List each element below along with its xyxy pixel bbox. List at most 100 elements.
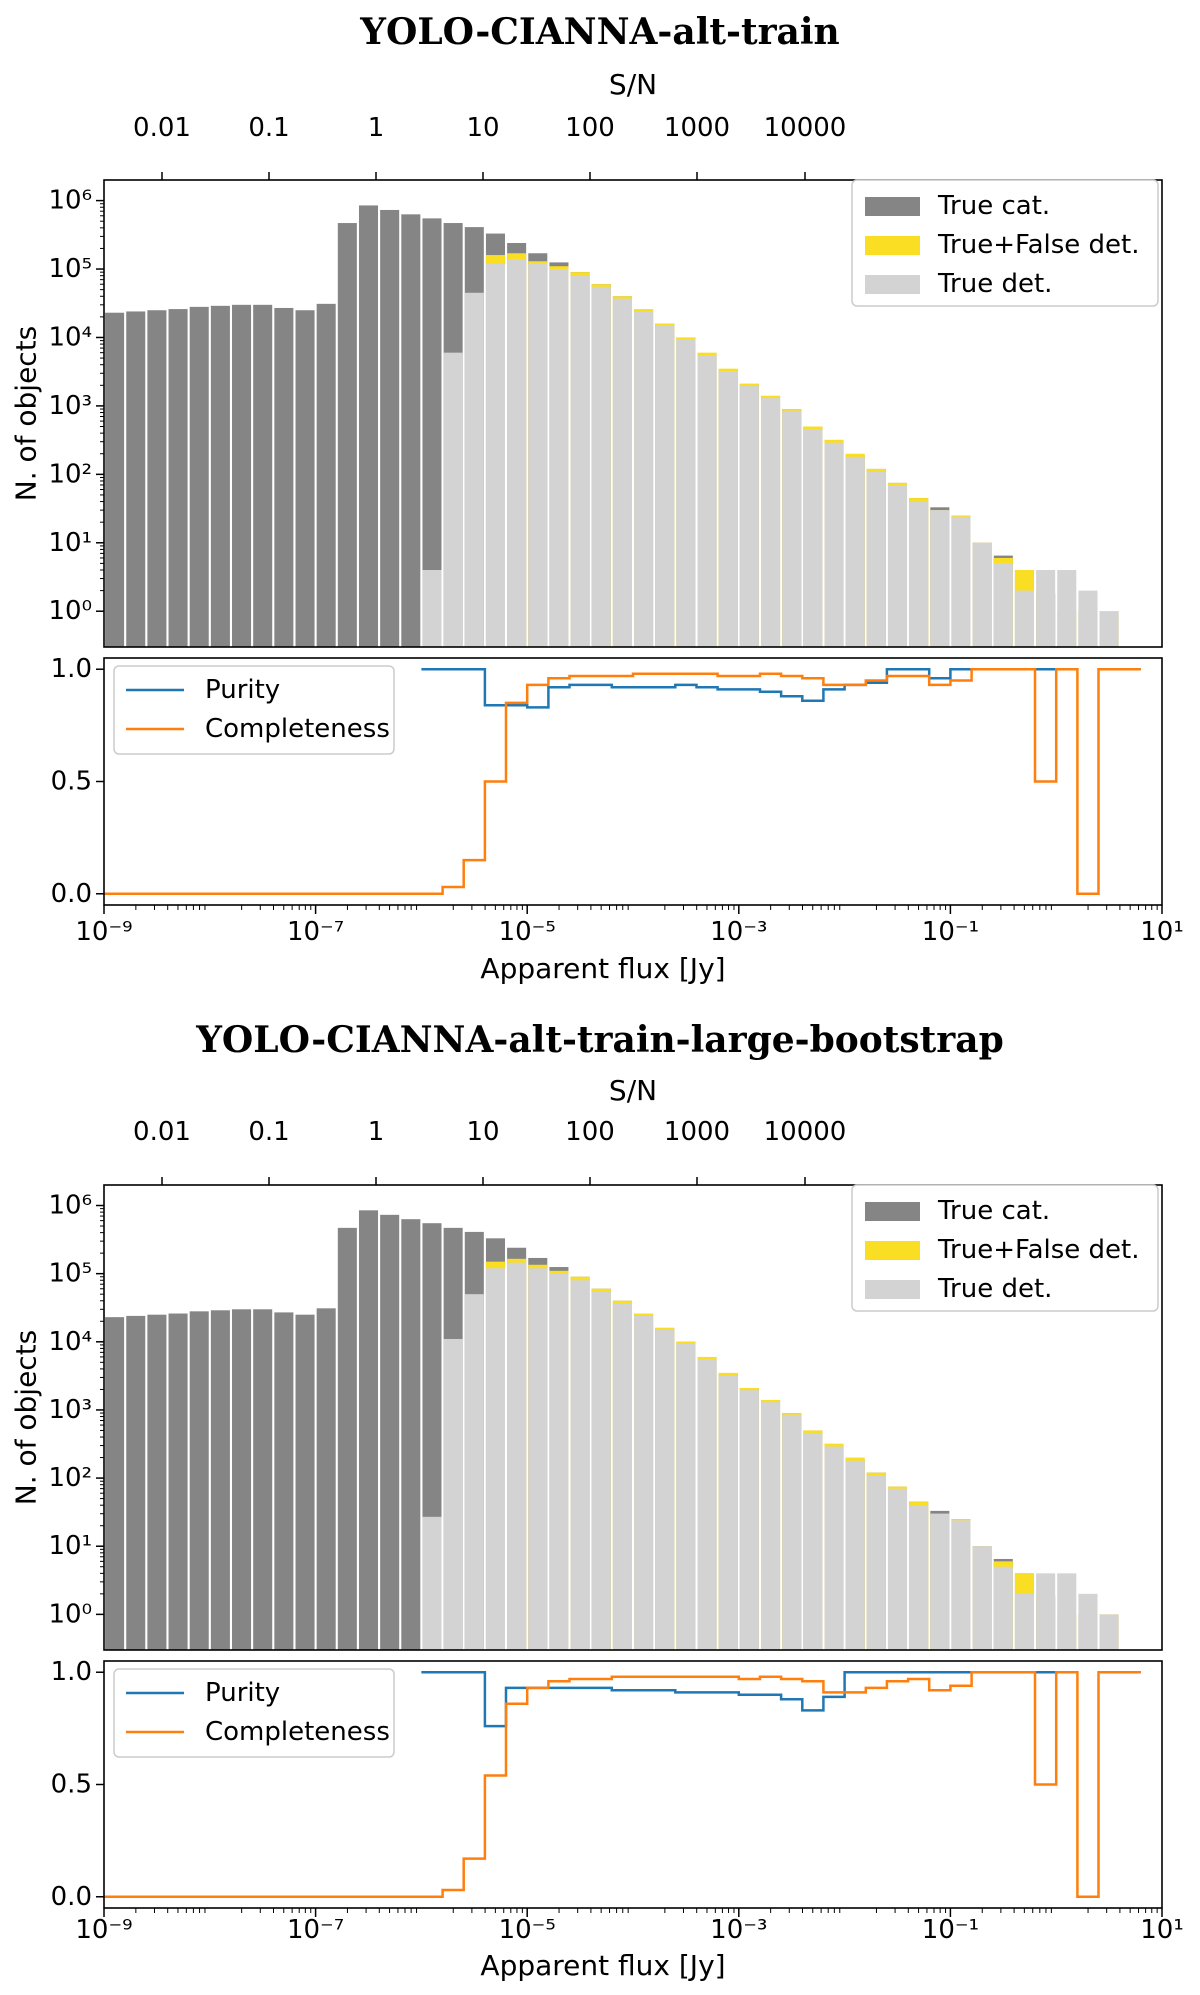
legend-label: Purity: [205, 675, 280, 705]
purity-legend: Purity Completeness: [113, 665, 395, 755]
chart-panel-1: YOLO-CIANNA-alt-train S/N 0.01 0.1 1 10 100 100…: [10, 11, 1184, 985]
bar-true-det: [866, 1475, 886, 1650]
y-tick-label: 10⁴: [48, 322, 92, 352]
bar-true-cat: [358, 205, 379, 647]
secondary-tick-label: 0.1: [248, 113, 289, 143]
bar-true-det: [972, 1546, 992, 1650]
x-tick-label: 10⁻¹: [922, 917, 979, 947]
legend-swatch: [865, 275, 920, 294]
bar-true-det: [570, 275, 590, 647]
legend-swatch: [865, 1280, 920, 1299]
bar-true-det: [697, 355, 717, 647]
bar-true-cat: [126, 1315, 146, 1650]
bar-true-det: [528, 1268, 548, 1650]
secondary-axis-label: S/N: [609, 1074, 657, 1107]
y-tick-label: 10¹: [48, 1531, 92, 1561]
bar-true-det: [443, 1338, 463, 1650]
y-axis-label: N. of objects: [10, 1330, 43, 1506]
secondary-tick-label: 10000: [764, 113, 847, 143]
bar-true-det: [1078, 1593, 1098, 1650]
bar-true-cat: [189, 306, 209, 647]
bar-true-det: [485, 1268, 505, 1650]
bar-true-det: [676, 1343, 696, 1650]
bar-true-det: [422, 570, 442, 647]
completeness-line: [104, 667, 1141, 896]
purity-y-tick-label: 0.0: [51, 1882, 92, 1912]
bar-true-det: [909, 501, 929, 647]
bar-true-det: [549, 269, 569, 647]
histogram-legend: True cat. True+False det. True det.: [851, 1184, 1159, 1312]
bar-true-det: [824, 1446, 844, 1650]
legend-box: [113, 1668, 395, 1758]
bar-true-det: [697, 1359, 717, 1650]
legend-box: [851, 1184, 1159, 1312]
legend-swatch: [865, 197, 920, 216]
y-tick-label: 10⁶: [48, 1191, 92, 1221]
bar-true-det: [634, 1315, 654, 1650]
bar-true-det: [782, 410, 802, 647]
x-tick-label: 10⁻⁵: [499, 917, 556, 947]
bar-true-det: [634, 311, 654, 647]
x-tick-label: 10⁻⁷: [287, 917, 344, 947]
bar-true-cat: [358, 1210, 379, 1650]
histogram-legend: True cat. True+False det. True det.: [851, 179, 1159, 307]
bar-true-det: [972, 542, 992, 647]
bar-true-det: [676, 338, 696, 647]
bar-true-det: [1078, 590, 1098, 647]
bar-true-det: [782, 1414, 802, 1650]
bar-true-cat: [253, 304, 273, 647]
secondary-tick-label: 1: [368, 1117, 385, 1147]
bar-true-cat: [105, 1317, 125, 1650]
legend-box: [113, 665, 395, 755]
x-tick-label: 10⁻³: [710, 917, 767, 947]
chart-title: YOLO-CIANNA-alt-train: [359, 11, 839, 53]
bar-true-cat: [274, 1312, 294, 1650]
bar-true-det: [761, 398, 781, 647]
y-tick-label: 10⁵: [48, 254, 92, 284]
bar-true-cat: [337, 223, 357, 647]
y-tick-label: 10³: [48, 1395, 92, 1425]
bar-true-det: [549, 1273, 569, 1650]
bar-true-det: [803, 428, 823, 647]
bar-true-cat: [168, 1313, 188, 1650]
secondary-tick-label: 10: [466, 113, 499, 143]
bar-true-det: [443, 352, 463, 647]
x-axis-label: Apparent flux [Jy]: [480, 952, 725, 985]
secondary-tick-label: 10: [466, 1117, 499, 1147]
bar-true-det: [824, 442, 844, 647]
bar-true-cat: [337, 1227, 357, 1650]
bar-true-cat: [147, 310, 167, 647]
bar-true-det: [718, 371, 738, 647]
bar-true-cat: [126, 311, 146, 647]
x-tick-label: 10¹: [1140, 1915, 1184, 1945]
secondary-tick-label: 100: [565, 113, 615, 143]
bar-true-cat: [105, 312, 125, 647]
bar-true-det: [612, 298, 632, 647]
secondary-tick-label: 10000: [764, 1117, 847, 1147]
x-tick-label: 10⁻⁹: [75, 1915, 132, 1945]
bar-true-det: [930, 510, 950, 647]
bar-true-det: [803, 1432, 823, 1650]
bar-true-det: [930, 1513, 950, 1650]
secondary-tick-label: 0.1: [248, 1117, 289, 1147]
purity-completeness-lines: [104, 1670, 1141, 1899]
bar-true-cat: [189, 1311, 209, 1650]
bar-true-det: [866, 471, 886, 647]
bar-true-det: [570, 1280, 590, 1650]
bar-true-det: [507, 259, 527, 647]
bar-true-cat: [316, 1308, 336, 1650]
bar-true-cat: [401, 214, 421, 647]
bar-true-cat: [210, 1310, 230, 1650]
histogram-bars: [105, 1210, 1119, 1650]
secondary-tick-label: 0.01: [133, 1117, 191, 1147]
bar-true-det: [1036, 1573, 1056, 1650]
legend-label: True det.: [937, 1274, 1052, 1304]
legend-label: Completeness: [205, 1717, 390, 1747]
bar-true-cat: [316, 303, 336, 647]
legend-swatch: [865, 1241, 920, 1260]
bar-true-cat: [380, 1214, 400, 1650]
bar-true-det: [528, 263, 548, 647]
x-tick-label: 10¹: [1140, 917, 1184, 947]
bar-true-det: [887, 1488, 908, 1650]
bar-true-det: [909, 1505, 929, 1650]
